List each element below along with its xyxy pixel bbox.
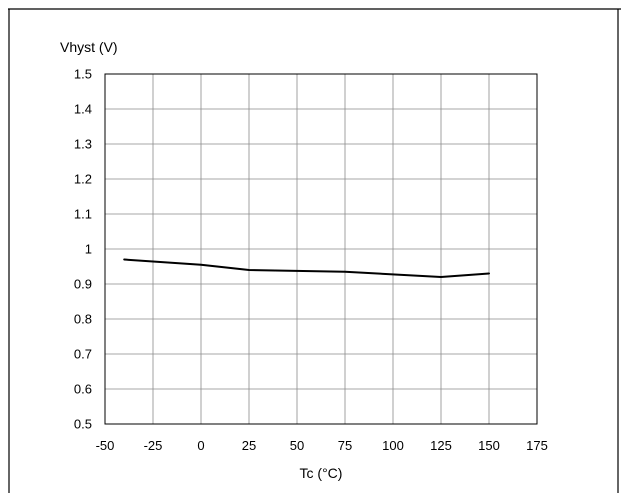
x-tick-label: 75 [338,438,352,453]
y-tick-label: 1.5 [74,67,92,82]
y-tick-label: 0.5 [74,417,92,432]
y-tick-label: 0.9 [74,277,92,292]
y-tick-label: 1.4 [74,102,92,117]
y-tick-label: 1.1 [74,207,92,222]
x-tick-label: 100 [382,438,404,453]
y-tick-label: 1 [85,242,92,257]
y-axis-label: Vhyst (V) [60,39,118,55]
series-line [123,258,490,278]
y-tick-label: 1.3 [74,137,92,152]
plot-area [104,73,538,425]
y-tick-label: 0.8 [74,312,92,327]
y-ticks: 0.5 0.6 0.7 0.8 0.9 1 1.1 1.2 1.3 1.4 1.5 [74,67,92,432]
x-axis-label: Tc (°C) [300,465,343,481]
x-tick-label: 175 [526,438,548,453]
y-tick-label: 0.6 [74,382,92,397]
y-tick-label: 0.7 [74,347,92,362]
x-tick-label: 0 [197,438,204,453]
x-tick-label: 125 [430,438,452,453]
y-tick-label: 1.2 [74,172,92,187]
grid [104,73,538,425]
x-ticks: -50 -25 0 25 50 75 100 125 150 175 [96,438,548,453]
x-tick-label: 150 [478,438,500,453]
x-tick-label: -25 [144,438,163,453]
series-group [123,258,490,278]
x-tick-label: 50 [290,438,304,453]
x-tick-label: -50 [96,438,115,453]
x-tick-label: 25 [242,438,256,453]
